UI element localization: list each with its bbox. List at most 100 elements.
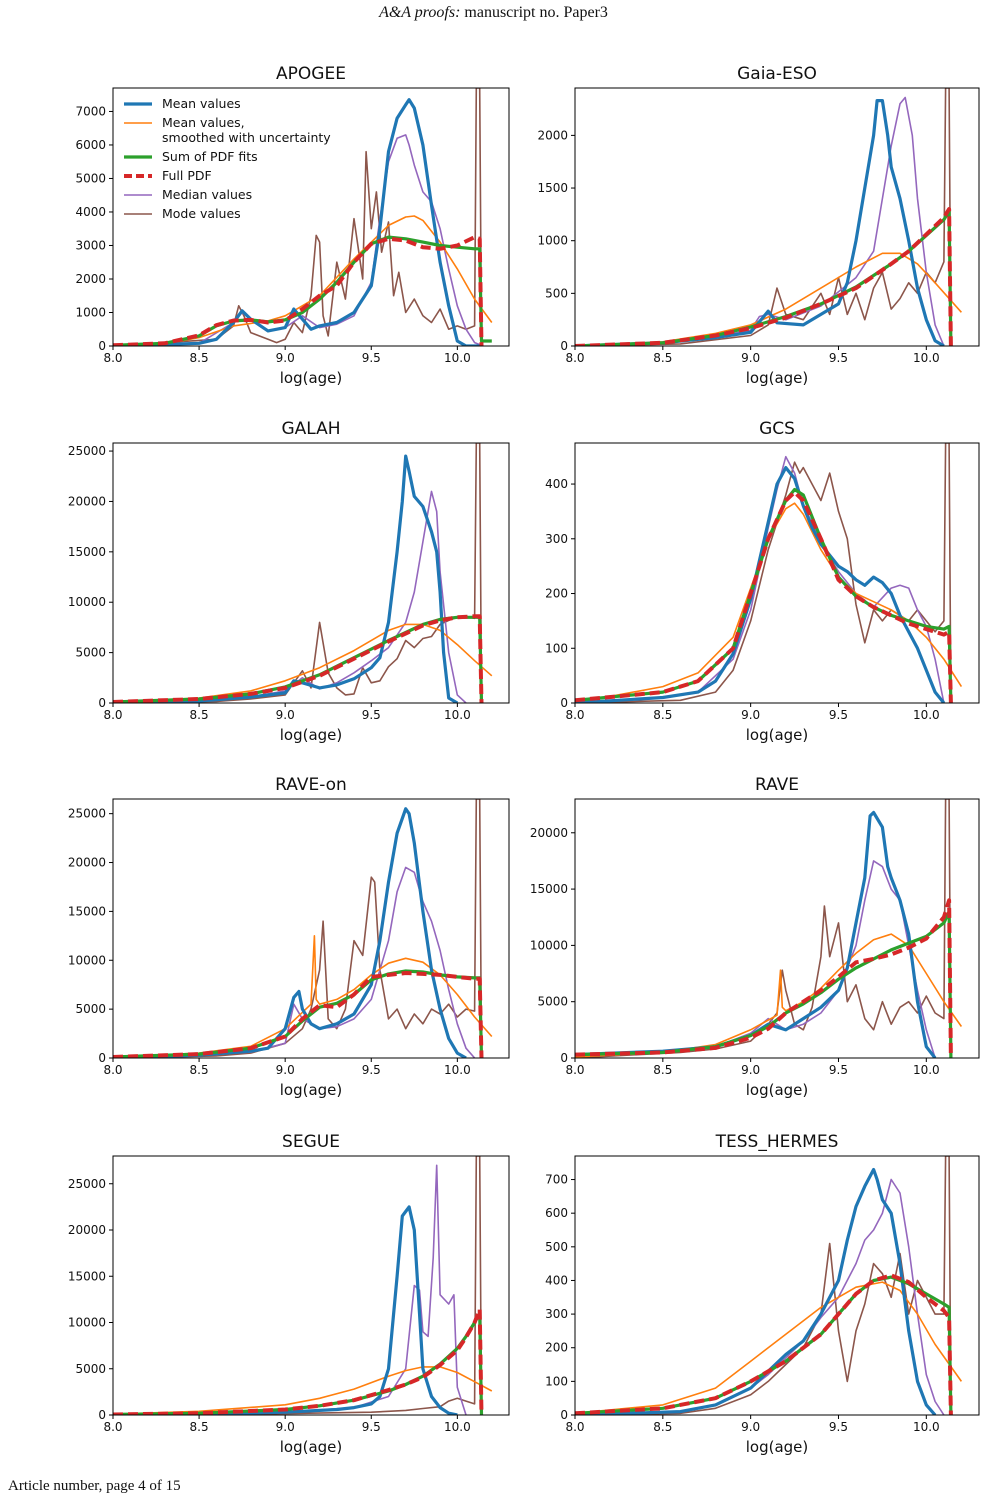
y-tick-label: 300 [545,532,568,546]
x-tick-label: 9.5 [829,351,848,365]
series-sum-of-pdf-fits [575,1275,953,1415]
series-full-pdf [113,614,484,703]
series-full-pdf [113,235,484,346]
plot-frame [112,798,510,1059]
y-tick-label: 400 [545,1273,568,1287]
x-tick-label: 10.0 [444,351,471,365]
series-full-pdf [113,971,484,1058]
panel-segue: SEGUE 8.0 8.5 9.0 9.5 10.0 0 5000 10000 15000 2000… [68,1132,510,1456]
legend-label: Median values [162,187,252,202]
series-mean-values-smoothed-with-uncertainty [113,1366,493,1415]
panel-title: RAVE-on [275,775,347,795]
panel-tess-hermes: TESS_HERMES 8.0 8.5 9.0 9.5 10.0 0 100 200 300 400… [545,1132,980,1456]
panel-title: APOGEE [276,64,346,84]
x-axis-label: log(age) [746,369,809,387]
x-tick-label: 9.5 [362,1420,381,1434]
series-full-pdf [575,490,953,703]
y-tick-label: 2000 [537,128,568,142]
y-tick-label: 25000 [68,444,106,458]
x-tick-label: 10.0 [913,1420,940,1434]
x-tick-label: 8.0 [565,1063,584,1077]
x-tick-label: 9.5 [829,1420,848,1434]
y-tick-label: 100 [545,1374,568,1388]
legend-label: Sum of PDF fits [162,149,258,164]
series-median-values [575,860,936,1058]
y-tick-label: 10000 [68,1316,106,1330]
series-mean-values [113,98,484,346]
y-tick-label: 20000 [68,494,106,508]
x-tick-label: 9.0 [276,1420,295,1434]
x-tick-label: 9.5 [362,351,381,365]
series-mean-values-smoothed-with-uncertainty [113,934,493,1058]
x-tick-label: 8.5 [190,708,209,722]
plot-frame [574,798,980,1059]
x-tick-label: 9.0 [741,1420,760,1434]
series-sum-of-pdf-fits [575,487,953,703]
x-tick-label: 8.5 [653,351,672,365]
panel-title: GALAH [281,419,340,439]
y-tick-label: 0 [98,339,106,353]
panel-title: Gaia-ESO [737,64,817,84]
x-tick-label: 8.0 [565,351,584,365]
x-axis-label: log(age) [280,1438,343,1456]
x-axis-label: log(age) [280,726,343,744]
series-median-values [113,1164,467,1415]
series-full-pdf [575,898,953,1058]
series-sum-of-pdf-fits [113,235,492,346]
y-tick-label: 1500 [537,181,568,195]
series-mean-values [575,98,945,346]
x-tick-label: 10.0 [913,1063,940,1077]
y-tick-label: 0 [560,1408,568,1422]
x-tick-label: 8.5 [653,1063,672,1077]
y-tick-label: 4000 [75,205,106,219]
x-tick-label: 8.0 [565,708,584,722]
y-tick-label: 5000 [75,171,106,185]
header-journal: A&A proofs: [379,4,461,21]
panel-title: TESS_HERMES [715,1132,839,1152]
y-tick-label: 25000 [68,1177,106,1191]
plot-frame [112,87,510,347]
series-sum-of-pdf-fits [113,615,484,703]
y-tick-label: 0 [98,1408,106,1422]
panel-title: SEGUE [282,1132,340,1152]
x-tick-label: 8.0 [103,708,122,722]
panel-gcs: GCS 8.0 8.5 9.0 9.5 10.0 0 100 200 300 400 log(age) [545,419,980,744]
series-median-values [575,455,945,703]
y-tick-label: 15000 [530,882,568,896]
header-manuscript: manuscript no. Paper3 [460,4,608,21]
series-mode-values [113,1156,483,1415]
y-tick-label: 5000 [75,1002,106,1016]
panel-gaia-eso: Gaia-ESO 8.0 8.5 9.0 9.5 10.0 0 500 1000 1500 2000… [537,64,980,387]
y-tick-label: 5000 [75,646,106,660]
page-header: A&A proofs: manuscript no. Paper3 [0,4,987,22]
y-tick-label: 1000 [537,234,568,248]
y-tick-label: 2000 [75,272,106,286]
y-tick-label: 5000 [75,1362,106,1376]
y-tick-label: 20000 [68,856,106,870]
x-tick-label: 10.0 [913,351,940,365]
y-tick-label: 0 [98,1051,106,1065]
plot-frame [574,87,980,347]
x-tick-label: 10.0 [913,708,940,722]
y-tick-label: 25000 [68,807,106,821]
y-tick-label: 200 [545,587,568,601]
panel-apogee: APOGEE 8.0 8.5 9.0 9.5 10.0 0 1000 2000 3000 4000 5… [75,64,510,387]
y-tick-label: 3000 [75,238,106,252]
x-axis-label: log(age) [746,1081,809,1099]
y-tick-label: 15000 [68,904,106,918]
plot-frame [574,1155,980,1416]
series-mode-values [113,443,483,703]
y-tick-label: 0 [560,339,568,353]
plot-frame [574,442,980,704]
x-axis-label: log(age) [280,369,343,387]
series-mean-values-smoothed-with-uncertainty [575,252,962,346]
x-tick-label: 8.5 [190,1063,209,1077]
series-mean-values [575,810,937,1058]
series-full-pdf [575,207,953,346]
legend: Mean values Mean values, smoothed with unc… [124,96,331,221]
x-tick-label: 8.5 [653,708,672,722]
x-tick-label: 9.0 [741,351,760,365]
series-mean-values [113,454,459,703]
legend-label: Mean values, smoothed with uncertainty [162,115,331,145]
